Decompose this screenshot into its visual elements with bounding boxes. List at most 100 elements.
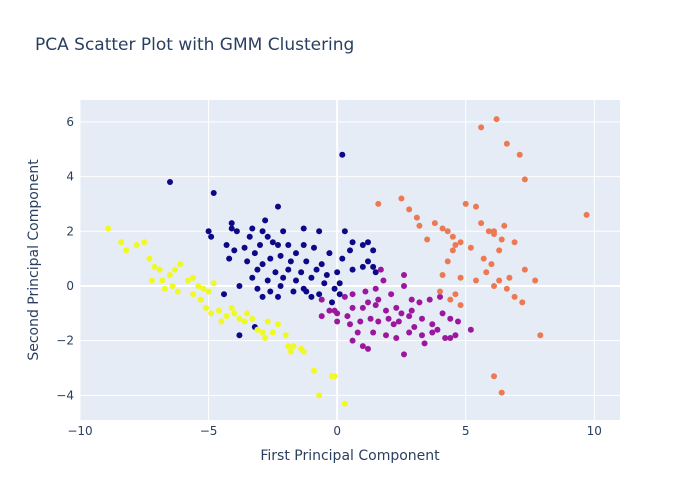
scatter-point-cluster-2 bbox=[493, 116, 500, 123]
scatter-point-cluster-2 bbox=[452, 241, 459, 248]
scatter-point-cluster-2 bbox=[521, 176, 528, 183]
scatter-point-cluster-2 bbox=[478, 124, 485, 131]
scatter-point-cluster-3 bbox=[156, 266, 163, 273]
scatter-point-cluster-2 bbox=[478, 220, 485, 227]
scatter-point-cluster-3 bbox=[341, 400, 348, 407]
scatter-point-cluster-0 bbox=[300, 241, 307, 248]
scatter-point-cluster-1 bbox=[401, 282, 407, 289]
scatter-point-cluster-0 bbox=[336, 291, 343, 298]
scatter-point-cluster-1 bbox=[357, 318, 364, 325]
scatter-point-cluster-2 bbox=[503, 140, 510, 147]
scatter-point-cluster-3 bbox=[275, 321, 281, 328]
scatter-point-cluster-2 bbox=[449, 233, 456, 240]
y-tick-label: 2 bbox=[66, 224, 74, 238]
scatter-point-cluster-0 bbox=[339, 255, 346, 262]
scatter-point-cluster-2 bbox=[406, 206, 413, 213]
scatter-point-cluster-0 bbox=[303, 288, 310, 295]
y-axis-title: Second Principal Component bbox=[26, 159, 42, 361]
scatter-point-cluster-1 bbox=[429, 329, 436, 336]
scatter-point-cluster-0 bbox=[259, 228, 266, 235]
scatter-point-cluster-0 bbox=[221, 291, 227, 298]
scatter-point-cluster-0 bbox=[287, 258, 294, 265]
scatter-point-cluster-1 bbox=[447, 334, 454, 341]
scatter-point-cluster-0 bbox=[231, 247, 238, 254]
scatter-point-cluster-0 bbox=[210, 189, 217, 196]
scatter-point-cluster-2 bbox=[467, 244, 474, 251]
scatter-point-cluster-2 bbox=[483, 269, 490, 276]
scatter-point-cluster-0 bbox=[205, 228, 212, 235]
scatter-point-cluster-0 bbox=[249, 274, 256, 281]
scatter-point-cluster-1 bbox=[408, 307, 415, 314]
scatter-point-cluster-3 bbox=[190, 291, 197, 298]
scatter-point-cluster-2 bbox=[457, 274, 464, 281]
scatter-point-cluster-3 bbox=[185, 277, 191, 284]
scatter-point-cluster-3 bbox=[174, 288, 181, 295]
scatter-point-cluster-3 bbox=[287, 348, 294, 355]
scatter-point-cluster-1 bbox=[365, 345, 371, 352]
x-tick-label: −10 bbox=[67, 424, 92, 438]
scatter-point-cluster-1 bbox=[334, 310, 341, 317]
scatter-point-cluster-0 bbox=[359, 263, 366, 270]
scatter-point-cluster-0 bbox=[339, 151, 346, 158]
scatter-point-cluster-0 bbox=[311, 244, 317, 251]
scatter-point-cluster-0 bbox=[365, 258, 371, 265]
scatter-point-cluster-0 bbox=[308, 274, 315, 281]
scatter-point-cluster-0 bbox=[300, 225, 307, 232]
scatter-point-cluster-1 bbox=[349, 304, 356, 311]
scatter-point-cluster-0 bbox=[236, 282, 243, 289]
scatter-point-cluster-0 bbox=[341, 228, 348, 235]
data-points bbox=[105, 116, 590, 407]
x-axis-title: First Principal Component bbox=[260, 448, 440, 464]
scatter-point-cluster-0 bbox=[241, 244, 248, 251]
scatter-point-cluster-1 bbox=[341, 293, 348, 300]
scatter-point-cluster-0 bbox=[280, 228, 287, 235]
scatter-point-cluster-3 bbox=[118, 239, 125, 246]
scatter-point-cluster-3 bbox=[223, 313, 230, 320]
scatter-point-cluster-0 bbox=[293, 277, 299, 284]
scatter-point-cluster-2 bbox=[537, 332, 544, 339]
scatter-point-cluster-1 bbox=[434, 326, 441, 333]
scatter-point-cluster-3 bbox=[200, 285, 207, 292]
scatter-point-cluster-0 bbox=[254, 266, 261, 273]
scatter-point-cluster-2 bbox=[398, 195, 405, 202]
scatter-point-cluster-3 bbox=[161, 285, 168, 292]
scatter-point-cluster-2 bbox=[473, 277, 479, 284]
scatter-point-cluster-1 bbox=[359, 343, 366, 350]
scatter-point-cluster-3 bbox=[215, 307, 222, 314]
scatter-point-cluster-0 bbox=[336, 280, 343, 287]
scatter-point-cluster-3 bbox=[311, 367, 317, 374]
scatter-point-cluster-1 bbox=[411, 324, 418, 331]
scatter-point-cluster-1 bbox=[393, 334, 400, 341]
scatter-point-cluster-1 bbox=[447, 315, 454, 322]
x-tick-label: 10 bbox=[587, 424, 602, 438]
scatter-point-cluster-3 bbox=[259, 329, 266, 336]
scatter-point-cluster-2 bbox=[496, 277, 503, 284]
scatter-point-cluster-1 bbox=[383, 332, 389, 339]
scatter-point-cluster-0 bbox=[331, 285, 338, 292]
scatter-point-cluster-3 bbox=[203, 304, 209, 311]
scatter-point-cluster-0 bbox=[233, 228, 240, 235]
scatter-point-cluster-3 bbox=[190, 274, 197, 281]
scatter-point-cluster-1 bbox=[349, 291, 356, 298]
scatter-point-cluster-0 bbox=[370, 247, 377, 254]
scatter-point-cluster-3 bbox=[141, 239, 148, 246]
scatter-point-cluster-2 bbox=[516, 151, 523, 158]
scatter-point-cluster-1 bbox=[354, 329, 361, 336]
scatter-point-cluster-2 bbox=[519, 299, 526, 306]
scatter-point-cluster-3 bbox=[105, 225, 112, 232]
scatter-point-cluster-2 bbox=[532, 277, 539, 284]
scatter-point-cluster-0 bbox=[303, 258, 310, 265]
scatter-point-cluster-1 bbox=[406, 329, 413, 336]
scatter-point-cluster-2 bbox=[501, 222, 508, 229]
scatter-point-cluster-0 bbox=[275, 293, 281, 300]
x-tick-label: 5 bbox=[462, 424, 470, 438]
scatter-point-cluster-0 bbox=[316, 291, 323, 298]
scatter-point-cluster-1 bbox=[390, 321, 397, 328]
scatter-point-cluster-3 bbox=[300, 348, 307, 355]
scatter-point-cluster-3 bbox=[285, 343, 292, 350]
scatter-point-cluster-0 bbox=[228, 225, 235, 232]
scatter-point-cluster-2 bbox=[583, 211, 590, 218]
scatter-point-cluster-0 bbox=[285, 266, 292, 273]
